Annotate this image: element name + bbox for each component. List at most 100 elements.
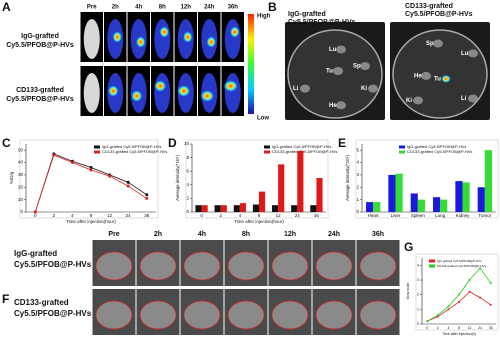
- x-tick-label: Heart: [368, 213, 380, 218]
- legend-label: IgG-grafted Cy5.5/PFOB@P-HVs: [437, 259, 482, 263]
- time-label: 24h: [204, 5, 215, 11]
- organ-label: Li: [293, 86, 299, 92]
- legend-swatch: [94, 150, 100, 154]
- y-tick-label: 4: [186, 182, 189, 187]
- legend-swatch: [264, 145, 270, 149]
- signal: [200, 90, 215, 102]
- x-tick-label: 2: [437, 326, 439, 330]
- bar: [373, 202, 381, 212]
- panel-letter: B: [268, 0, 277, 14]
- point: [145, 193, 149, 197]
- signal: [229, 26, 240, 38]
- tumor-outline: [359, 251, 397, 281]
- tumor-outline: [95, 300, 133, 330]
- legend-label: IgG-grafted Cy5.5/PFOB@P-HVs: [272, 144, 331, 149]
- tumor-outline: [359, 300, 397, 330]
- x-tick-label: 36: [489, 326, 493, 330]
- y-axis-label: Average intensity(*10⁶): [345, 154, 350, 201]
- bar: [477, 187, 485, 212]
- dish-title-line: IgG-grafted: [288, 11, 326, 18]
- x-tick-label: Liver: [391, 213, 401, 218]
- x-tick-label: 24: [295, 213, 301, 218]
- y-tick-label: 0: [417, 322, 419, 326]
- bar: [462, 182, 470, 212]
- point: [458, 293, 460, 296]
- time-label: 36h: [372, 231, 384, 238]
- point: [468, 290, 471, 293]
- legend-swatch: [429, 259, 435, 263]
- x-tick-label: 12: [107, 213, 113, 218]
- tumor-outline: [139, 251, 177, 281]
- point: [436, 315, 439, 318]
- point: [89, 168, 93, 172]
- row-label: CD133-grafted Cy5.5/PFOB@P-HVs: [14, 298, 92, 318]
- legend-swatch: [94, 145, 100, 149]
- panel-letter: A: [2, 0, 11, 14]
- y-tick-label: 3: [356, 172, 359, 177]
- y-tick-label: 50: [18, 147, 24, 152]
- organ: [413, 96, 423, 105]
- x-tick-label: 8: [258, 213, 261, 218]
- organ-label: Lu: [329, 47, 337, 53]
- x-axis-label: Time after injection(hour): [234, 219, 284, 224]
- panel-letter: E: [338, 136, 346, 150]
- panel-letter: D: [168, 136, 177, 150]
- bar: [395, 173, 403, 212]
- tumor-outline: [315, 300, 353, 330]
- y-tick-label: 2: [186, 196, 189, 201]
- tumor-outline: [315, 251, 353, 281]
- dish-title-line: Cy5.5/PFOB@P-HVs: [405, 11, 473, 18]
- time-label: 2h: [154, 231, 162, 238]
- organ: [336, 101, 346, 110]
- legend-label: IgG-grafted Cy5.5/PFOB@P-HVs: [407, 144, 466, 149]
- tumor-outline: [271, 251, 309, 281]
- point: [126, 184, 130, 188]
- point: [447, 308, 450, 311]
- signal: [177, 85, 191, 97]
- dish-title: CD133-grafted Cy5.5/PFOB@P-HVs: [405, 3, 473, 18]
- time-label: 4h: [135, 5, 142, 11]
- bar: [297, 150, 304, 212]
- x-tick-label: 24: [478, 326, 482, 330]
- bar: [291, 205, 298, 212]
- organ: [468, 94, 478, 103]
- signal: [107, 85, 119, 97]
- bar: [278, 164, 285, 212]
- tumor-outline: [227, 300, 265, 330]
- signal: [135, 36, 146, 48]
- row-label-line: Cy5.5/PFOB@P-HVs: [6, 42, 74, 49]
- legend-label: IgG-grafted Cy5.5/PFOB@P-HVs: [102, 144, 161, 149]
- point: [89, 165, 93, 169]
- x-tick-label: 2: [53, 213, 56, 218]
- dish-title-line: CD133-grafted: [405, 3, 453, 10]
- organ-label: Ki: [406, 98, 412, 104]
- time-label: 2h: [112, 5, 119, 11]
- organ: [368, 84, 378, 93]
- tumor-outline: [183, 251, 221, 281]
- y-tick-label: 4: [356, 160, 359, 165]
- time-label: Pre: [87, 5, 97, 11]
- series-line: [34, 153, 147, 213]
- panel-letter: G: [404, 240, 413, 254]
- x-tick-label: 0: [200, 213, 203, 218]
- organ-label: He: [329, 103, 337, 109]
- legend-swatch: [399, 145, 405, 149]
- row-label-line: CD133-grafted: [16, 87, 64, 94]
- organ-label: Lu: [461, 51, 469, 57]
- point: [33, 210, 37, 214]
- time-label: Pre: [108, 231, 119, 238]
- tumor-outline: [227, 251, 265, 281]
- y-tick-label: 20: [18, 184, 24, 189]
- organ-label: Ki: [361, 86, 367, 92]
- mouse-body: [83, 73, 100, 113]
- x-axis-label: Time after injection(hour): [66, 219, 116, 224]
- x-tick-label: 36: [144, 213, 150, 218]
- organ-label: Sp: [426, 41, 434, 47]
- bar: [433, 197, 441, 212]
- dish: [392, 29, 488, 119]
- x-tick-label: Tumor: [478, 213, 491, 218]
- y-tick-label: 40: [18, 160, 24, 165]
- legend-swatch: [429, 264, 435, 268]
- signal: [182, 31, 193, 43]
- legend-swatch: [399, 150, 405, 154]
